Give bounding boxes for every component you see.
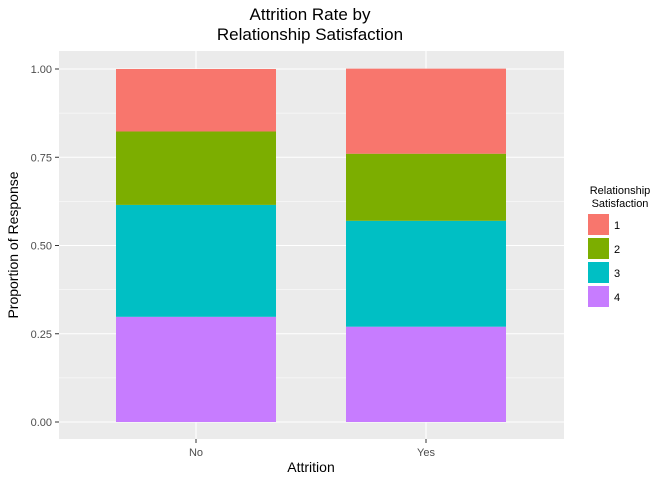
- y-tick-label: 0.25: [31, 329, 52, 341]
- legend-key-4: [588, 286, 609, 307]
- bar-segment-yes-1: [346, 68, 506, 154]
- x-axis-title: Attrition: [287, 459, 334, 475]
- legend-label-4: 4: [614, 292, 620, 304]
- bar-segment-no-4: [116, 316, 276, 422]
- legend-title-line-2: Satisfaction: [592, 198, 649, 210]
- bar-segment-yes-2: [346, 153, 506, 221]
- legend-label-1: 1: [614, 220, 620, 232]
- chart-title-line-2: Relationship Satisfaction: [217, 25, 403, 44]
- y-tick-label: 0.75: [31, 152, 52, 164]
- legend-key-3: [588, 262, 609, 283]
- legend-key-2: [588, 238, 609, 259]
- y-tick-label: 0.00: [31, 417, 52, 429]
- y-tick-label: 0.50: [31, 241, 52, 253]
- bar-segment-yes-3: [346, 220, 506, 327]
- bar-segment-no-1: [116, 69, 276, 132]
- legend-items: 1 2 3 4: [588, 214, 620, 307]
- legend-title-line-1: Relationship: [590, 185, 651, 197]
- legend-key-1: [588, 214, 609, 235]
- y-axis-title: Proportion of Response: [5, 171, 21, 318]
- x-tick-label: Yes: [417, 447, 435, 459]
- y-axis-ticks: 0.00 0.25 0.50 0.75 1.00: [31, 64, 59, 429]
- bar-segment-no-2: [116, 131, 276, 205]
- bar-segment-yes-4: [346, 326, 506, 422]
- chart-title-line-1: Attrition Rate by: [250, 5, 371, 24]
- legend-label-3: 3: [614, 268, 620, 280]
- legend-label-2: 2: [614, 244, 620, 256]
- legend: Relationship Satisfaction 1 2 3 4: [588, 185, 650, 307]
- chart-title: Attrition Rate by Relationship Satisfact…: [217, 5, 403, 44]
- x-axis-ticks: No Yes: [189, 439, 435, 459]
- bar-segment-no-3: [116, 204, 276, 317]
- x-tick-label: No: [189, 447, 203, 459]
- y-tick-label: 1.00: [31, 64, 52, 76]
- bars: [116, 68, 506, 422]
